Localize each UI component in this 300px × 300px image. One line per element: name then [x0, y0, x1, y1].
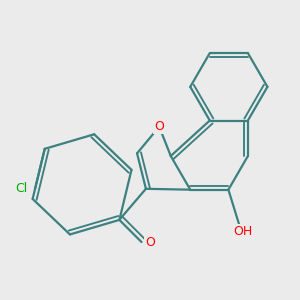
Text: Cl: Cl [15, 182, 28, 195]
Text: O: O [146, 236, 155, 248]
Text: O: O [154, 120, 164, 133]
Text: OH: OH [233, 225, 252, 238]
